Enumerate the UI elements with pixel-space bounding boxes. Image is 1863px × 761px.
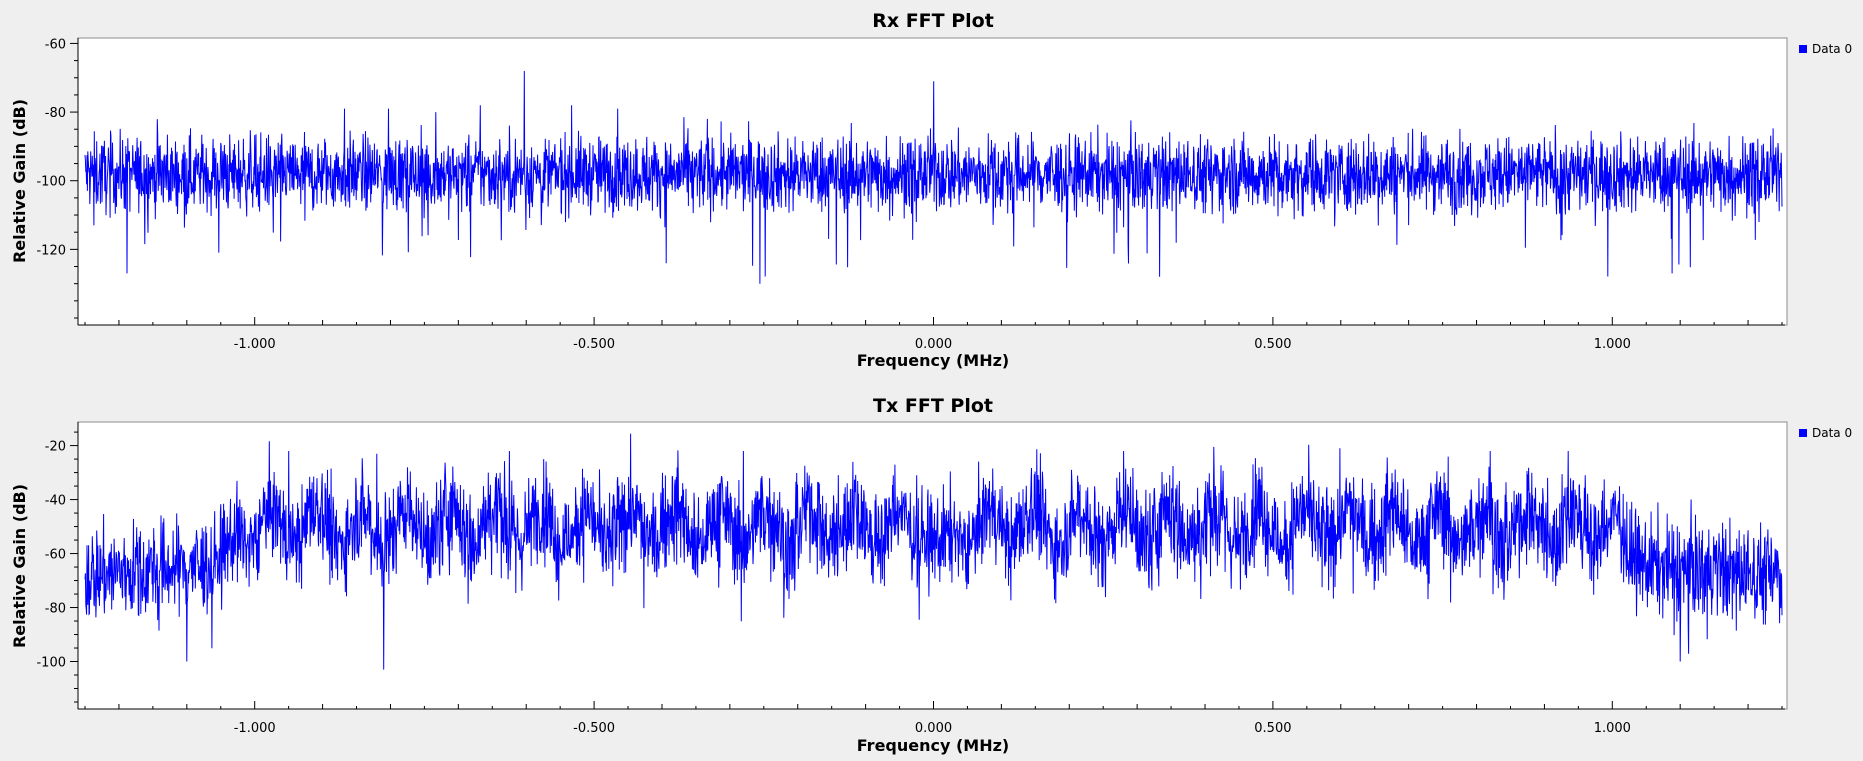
tx-y-tick-label: -60 xyxy=(45,548,66,563)
rx-legend[interactable]: Data 0 xyxy=(1799,42,1852,56)
tx-legend-entry: Data 0 xyxy=(1812,426,1852,440)
tx-y-tick-label: -80 xyxy=(45,602,66,617)
tx-x-tick-label: 0.000 xyxy=(915,721,952,736)
rx-y-tick-label: -80 xyxy=(45,106,66,121)
rx-x-tick-label: 1.000 xyxy=(1594,337,1631,352)
tx-x-tick-label: -1.000 xyxy=(234,721,276,736)
tx-legend[interactable]: Data 0 xyxy=(1799,426,1852,440)
tx-plot-title: Tx FFT Plot xyxy=(873,395,993,417)
rx-x-tick-label: 0.500 xyxy=(1254,337,1291,352)
tx-trace-data-0 xyxy=(84,433,1783,670)
tx-y-axis: -20 -40 -60 -80 -100 xyxy=(36,422,79,709)
rx-trace-data-0 xyxy=(84,70,1783,284)
tx-legend-swatch xyxy=(1799,429,1807,437)
rx-y-axis-label: Relative Gain (dB) xyxy=(10,99,29,263)
tx-x-axis: -1.000 -0.500 0.000 0.500 1.000 xyxy=(78,701,1785,736)
rx-fft-plot[interactable]: Rx FFT Plot -60 -80 -100 -120 -1.000 -0.500 0… xyxy=(10,10,1852,370)
rx-x-axis: -1.000 -0.500 0.000 0.500 1.000 xyxy=(78,317,1785,352)
rx-x-tick-label: -0.500 xyxy=(573,337,615,352)
rx-x-axis-label: Frequency (MHz) xyxy=(857,351,1009,370)
rx-legend-swatch xyxy=(1799,45,1807,53)
tx-fft-plot[interactable]: Tx FFT Plot -20 -40 -60 -80 -100 -1.000 -0.50… xyxy=(10,395,1852,755)
tx-x-tick-label: -0.500 xyxy=(573,721,615,736)
rx-y-axis: -60 -80 -100 -120 xyxy=(36,37,79,325)
tx-y-tick-label: -100 xyxy=(36,656,66,671)
rx-y-tick-label: -120 xyxy=(36,243,66,258)
tx-y-tick-label: -20 xyxy=(45,440,66,455)
rx-legend-entry: Data 0 xyxy=(1812,42,1852,56)
rx-x-tick-label: 0.000 xyxy=(915,337,952,352)
tx-y-axis-label: Relative Gain (dB) xyxy=(10,484,29,648)
tx-x-tick-label: 1.000 xyxy=(1594,721,1631,736)
rx-y-tick-label: -100 xyxy=(36,175,66,190)
tx-y-tick-label: -40 xyxy=(45,494,66,509)
rx-plot-title: Rx FFT Plot xyxy=(872,10,994,32)
rx-x-tick-label: -1.000 xyxy=(234,337,276,352)
tx-x-axis-label: Frequency (MHz) xyxy=(857,736,1009,755)
rx-y-tick-label: -60 xyxy=(45,37,66,52)
tx-x-tick-label: 0.500 xyxy=(1254,721,1291,736)
